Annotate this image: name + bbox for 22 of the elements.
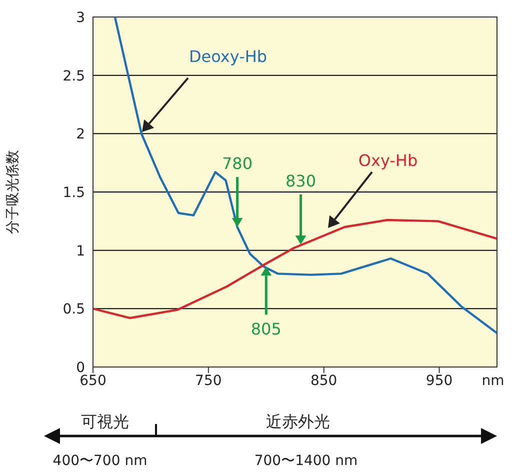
line-series	[93, 218, 497, 320]
text: Deoxy-Hb	[188, 47, 268, 66]
text: 可視光	[81, 412, 129, 431]
y-axis-title: 分子吸光係数	[4, 150, 21, 234]
x-tick-label: 950	[426, 372, 453, 389]
y-tick-label: 2	[76, 126, 85, 143]
text: Oxy-Hb	[358, 151, 418, 170]
text: 700〜1400 nm	[254, 453, 358, 469]
y-tick-label: 0.5	[62, 302, 85, 318]
x-axis-title: nm	[482, 373, 504, 389]
y-tick-label: 1	[76, 243, 85, 260]
annotation: 805	[250, 320, 282, 339]
y-tick-label: 3	[76, 10, 85, 26]
y-tick-label: 1.5	[62, 184, 85, 201]
text: 近赤外光	[266, 412, 330, 431]
annotation: 830	[286, 172, 316, 190]
line-series	[114, 17, 497, 334]
text: 400〜700 nm	[52, 453, 148, 469]
annotation: 780	[222, 154, 253, 173]
x-tick-label: 750	[195, 372, 222, 389]
y-tick-label: 2.5	[62, 68, 85, 84]
x-tick-label: 850	[310, 372, 338, 389]
